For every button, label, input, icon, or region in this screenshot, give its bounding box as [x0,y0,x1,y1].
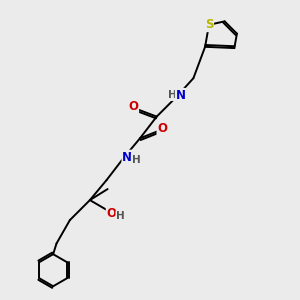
Text: N: N [176,89,186,102]
Text: S: S [205,18,213,31]
Text: O: O [158,122,167,135]
Text: H: H [116,211,125,221]
Text: H: H [168,90,177,100]
Text: N: N [122,151,132,164]
Text: O: O [106,207,117,220]
Text: O: O [128,100,138,113]
Text: H: H [132,155,140,165]
